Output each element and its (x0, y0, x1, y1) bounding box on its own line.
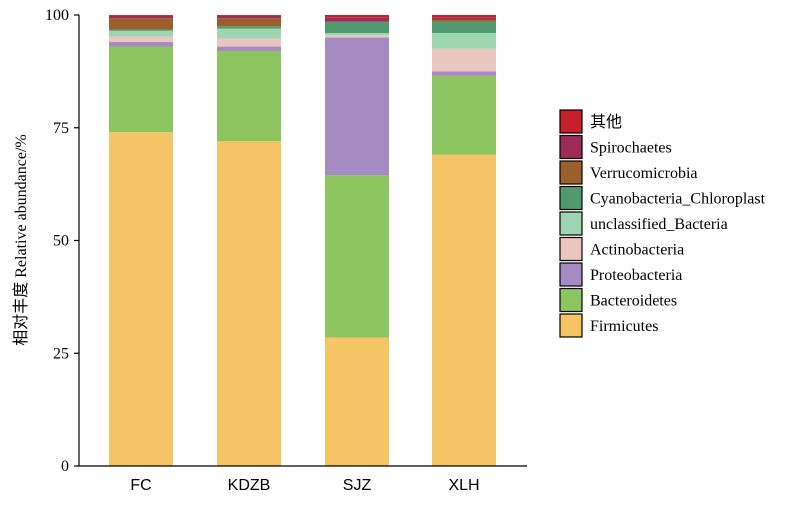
bar-fc-series-1 (109, 46, 173, 133)
legend-label-3: Cyanobacteria_Chloroplast (590, 191, 766, 208)
bar-xlh-series-1 (432, 75, 496, 155)
legend-label-7: Bacteroidetes (590, 293, 677, 310)
legend-swatch-3 (559, 185, 583, 211)
bar-xlh-series-0 (432, 154, 496, 466)
bar-fc-series-0 (109, 132, 173, 466)
bar-fc-series-4 (109, 30, 173, 37)
bar-fc-series-3 (109, 36, 173, 43)
bar-kdzb-series-2 (217, 46, 281, 52)
bar-fc-series-8 (109, 15, 173, 16)
bar-kdzb-series-5 (217, 26, 281, 29)
legend-swatch-6 (559, 262, 583, 287)
x-tick-label-sjz: SJZ (343, 477, 372, 494)
bar-xlh-series-2 (432, 71, 496, 76)
bars-group (109, 15, 496, 466)
bar-fc-series-7 (109, 15, 173, 19)
legend-swatch-8 (559, 313, 583, 338)
bar-sjz-series-8 (325, 15, 389, 18)
legend-label-4: unclassified_Bacteria (590, 216, 728, 233)
y-tick-label-100: 100 (45, 7, 69, 24)
x-tick-label-xlh: XLH (448, 477, 479, 494)
legend-swatch-5 (559, 236, 583, 262)
bar-kdzb-series-6 (217, 18, 281, 27)
legend-swatch-2 (559, 160, 583, 185)
bar-xlh-series-3 (432, 48, 496, 72)
legend-swatch-0 (559, 109, 583, 134)
legend-swatch-1 (559, 134, 583, 160)
bar-kdzb-series-4 (217, 28, 281, 39)
axes-group: 0 25 50 75 100 FC KDZB SJZ XLH (45, 7, 527, 494)
bar-xlh-series-7 (432, 17, 496, 20)
bar-kdzb-series-3 (217, 38, 281, 47)
bar-xlh-series-5 (432, 21, 496, 34)
bar-kdzb-series-1 (217, 51, 281, 142)
legend-label-6: Proteobacteria (590, 267, 682, 284)
bar-sjz-series-5 (325, 21, 389, 34)
legend-label-5: Actinobacteria (590, 242, 684, 259)
x-tick-label-fc: FC (130, 477, 151, 494)
legend-label-1: Spirochaetes (590, 140, 672, 157)
bar-fc-series-5 (109, 29, 173, 31)
bar-sjz-series-2 (325, 37, 389, 176)
bar-sjz-series-1 (325, 175, 389, 338)
bar-sjz-series-4 (325, 33, 389, 36)
bar-kdzb-series-7 (217, 15, 281, 19)
bar-sjz-series-7 (325, 17, 389, 22)
legend: 其他 Spirochaetes Verrucomicrobia Cyanobacter… (559, 109, 766, 338)
legend-swatch-7 (559, 287, 583, 313)
legend-swatch-4 (559, 211, 583, 236)
y-tick-label-25: 25 (53, 345, 69, 362)
y-tick-label-0: 0 (61, 458, 69, 475)
bar-sjz-series-3 (325, 35, 389, 38)
bar-xlh-series-6 (432, 19, 496, 22)
y-axis-title: 相对丰度 Relative abundance/% (12, 134, 30, 346)
y-tick-label-75: 75 (53, 120, 69, 137)
legend-label-0: 其他 (590, 113, 622, 131)
legend-label-2: Verrucomicrobia (590, 165, 698, 182)
bar-sjz-series-0 (325, 337, 389, 466)
bar-xlh-series-8 (432, 15, 496, 18)
bar-kdzb-series-8 (217, 15, 281, 16)
bar-fc-series-6 (109, 18, 173, 30)
bar-xlh-series-4 (432, 33, 496, 49)
bar-fc-series-2 (109, 42, 173, 47)
y-tick-label-50: 50 (53, 233, 69, 250)
legend-label-8: Firmicutes (590, 318, 658, 335)
x-tick-label-kdzb: KDZB (228, 477, 271, 494)
bar-kdzb-series-0 (217, 141, 281, 466)
